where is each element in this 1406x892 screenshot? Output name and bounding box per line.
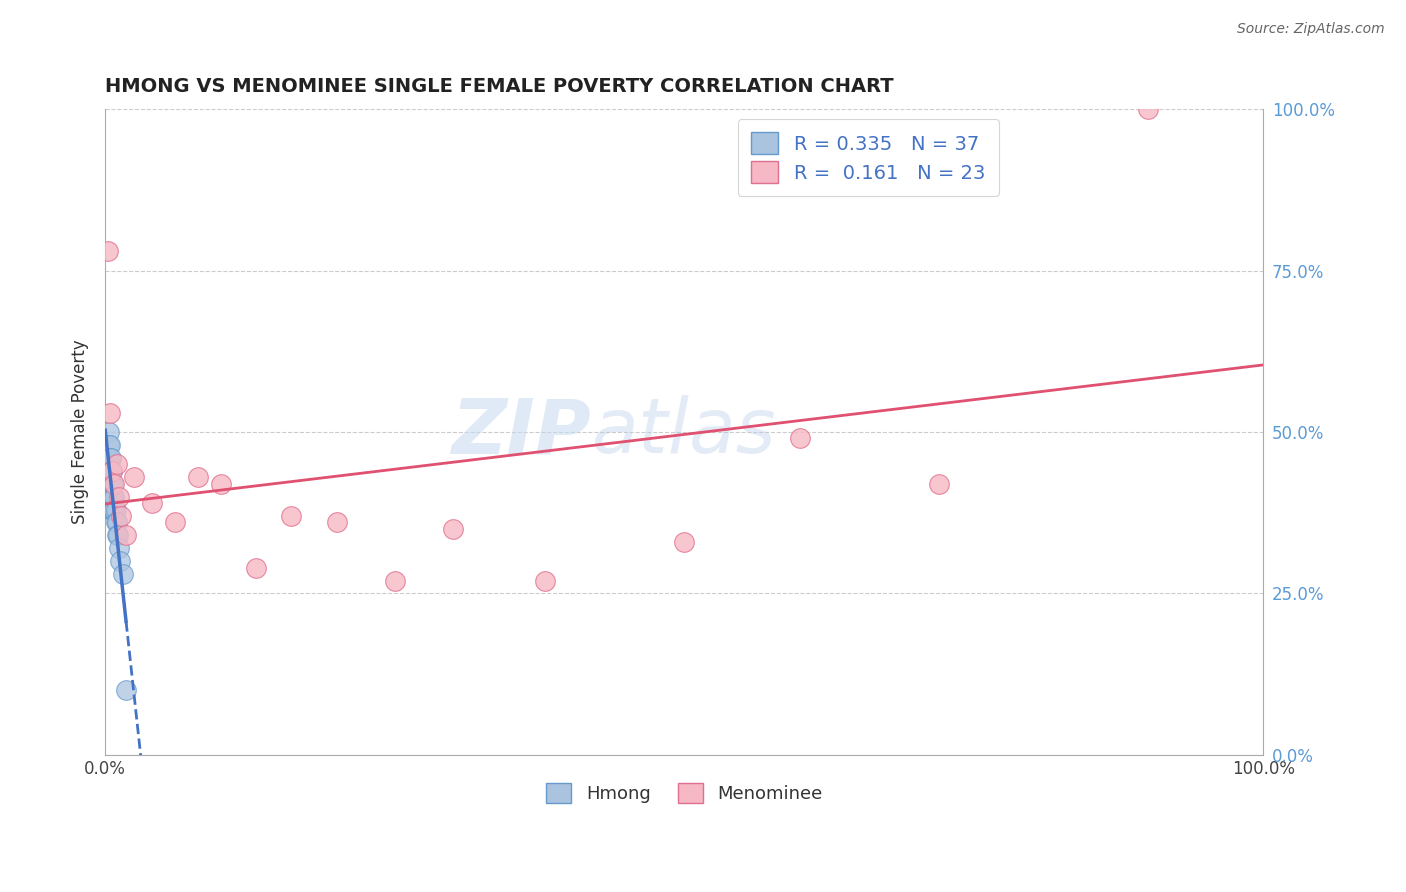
Point [100,450,122,465]
Y-axis label: Single Female Poverty: Single Female Poverty [72,340,89,524]
Point [101,490,124,504]
Point [103,490,125,504]
Point [163,516,186,530]
Point [789,432,811,446]
Point [187,470,209,484]
Point [97,450,120,465]
Point [105,528,128,542]
Point [105,516,128,530]
Point [97,464,120,478]
Point [101,464,124,478]
Point [107,528,129,542]
Point [280,508,302,523]
Point [98,406,121,420]
Point [103,476,125,491]
Point [384,574,406,588]
Point [98,438,121,452]
Point [141,496,163,510]
Point [97,438,120,452]
Legend: Hmong, Menominee: Hmong, Menominee [538,776,830,811]
Point [108,490,131,504]
Point [108,541,131,556]
Point [101,502,124,516]
Point [98,464,121,478]
Point [110,508,132,523]
Point [245,560,267,574]
Point [115,528,138,542]
Point [101,476,124,491]
Point [441,522,464,536]
Point [100,490,122,504]
Text: ZIP: ZIP [451,395,592,469]
Point [105,458,128,472]
Point [534,574,557,588]
Point [100,476,122,491]
Point [98,476,121,491]
Point [115,683,138,698]
Point [1136,102,1159,116]
Text: Source: ZipAtlas.com: Source: ZipAtlas.com [1237,22,1385,37]
Point [103,476,125,491]
Text: atlas: atlas [592,395,776,469]
Point [104,516,127,530]
Point [100,464,122,478]
Point [110,554,132,568]
Point [96,244,118,259]
Point [96,450,118,465]
Point [103,490,125,504]
Point [97,476,120,491]
Point [103,502,125,516]
Point [96,476,118,491]
Point [101,464,124,478]
Point [326,516,349,530]
Point [98,490,121,504]
Point [104,502,127,516]
Point [98,450,121,465]
Point [97,425,120,439]
Point [96,464,118,478]
Point [673,534,696,549]
Point [100,502,122,516]
Point [209,476,232,491]
Point [103,502,125,516]
Point [111,567,134,582]
Point [928,476,950,491]
Point [96,490,118,504]
Point [122,470,145,484]
Text: HMONG VS MENOMINEE SINGLE FEMALE POVERTY CORRELATION CHART: HMONG VS MENOMINEE SINGLE FEMALE POVERTY… [105,78,894,96]
